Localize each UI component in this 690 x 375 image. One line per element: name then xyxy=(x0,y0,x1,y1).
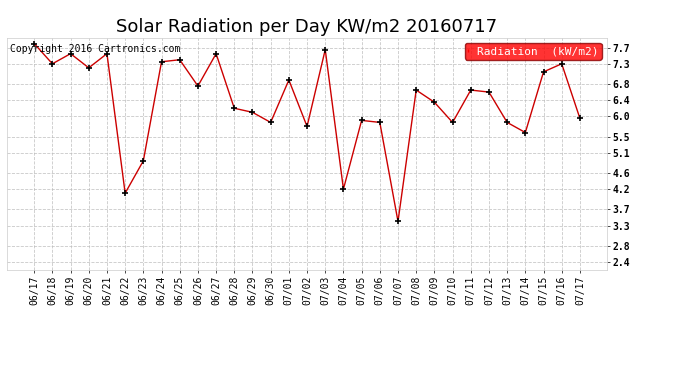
Text: Copyright 2016 Cartronics.com: Copyright 2016 Cartronics.com xyxy=(10,45,180,54)
Title: Solar Radiation per Day KW/m2 20160717: Solar Radiation per Day KW/m2 20160717 xyxy=(117,18,497,36)
Legend: Radiation  (kW/m2): Radiation (kW/m2) xyxy=(464,43,602,60)
